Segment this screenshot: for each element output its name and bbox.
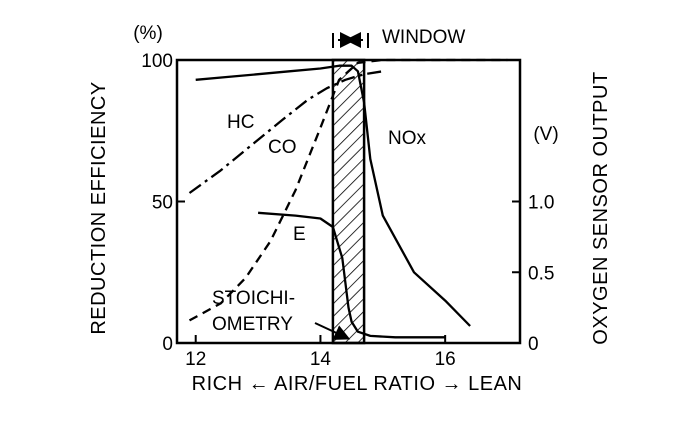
x-tick-label-0: 12 [185, 349, 206, 370]
ticks-layer: 12 14 16 0 50 100 0 0.5 1.0 [141, 51, 554, 370]
y-tick-label-0: 0 [162, 334, 173, 355]
y2-unit-label: (V) [533, 124, 558, 145]
window-label: WINDOW [382, 27, 465, 48]
y-unit-label: (%) [133, 23, 163, 44]
stoichiometry-arrow [314, 322, 351, 340]
stoichiometry-label-line1: STOICHI- [212, 288, 295, 309]
series-label-co: CO [268, 137, 297, 158]
series-label-e: E [293, 224, 306, 245]
y2-tick-label-2: 1.0 [528, 193, 554, 214]
x-axis-title: RICH ← AIR/FUEL RATIO → LEAN [192, 373, 523, 395]
x-tick-label-2: 16 [435, 349, 456, 370]
x-tick-label-1: 14 [310, 349, 332, 370]
y-axis-title: REDUCTION EFFICIENCY [88, 81, 110, 334]
stoichiometry-annotation: STOICHI- OMETRY [212, 288, 351, 340]
stoichiometry-label-line2: OMETRY [212, 314, 293, 335]
series-line-e [258, 211, 446, 339]
y2-tick-label-0: 0 [528, 334, 539, 355]
series-label-nox: NOx [388, 128, 427, 149]
series-line-nox [195, 64, 471, 327]
window-annotation: WINDOW [332, 27, 465, 48]
y-tick-label-2: 100 [141, 51, 173, 72]
y2-axis-title: OXYGEN SENSOR OUTPUT [590, 71, 612, 344]
y-tick-label-1: 50 [152, 193, 173, 214]
series-label-hc: HC [227, 112, 254, 133]
y2-tick-label-1: 0.5 [528, 263, 554, 284]
